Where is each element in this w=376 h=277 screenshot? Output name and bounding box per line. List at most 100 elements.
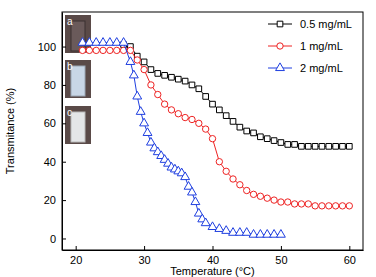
legend-marker [277, 21, 283, 27]
photo [65, 15, 91, 53]
y-tick-label: 100 [38, 41, 56, 53]
data-point [148, 67, 154, 73]
data-point [100, 47, 106, 53]
data-point [258, 134, 264, 140]
y-tick-mark [62, 162, 66, 163]
data-point [107, 47, 113, 53]
data-point [230, 119, 236, 125]
series-line [124, 45, 350, 147]
photo [65, 60, 91, 98]
y-tick-mark [62, 47, 66, 48]
legend-marker [276, 63, 285, 71]
data-point [196, 120, 202, 126]
data-point [161, 101, 167, 107]
data-point [86, 47, 92, 53]
legend-entry: 2 mg/mL [268, 62, 343, 74]
legend-entry: 0.5 mg/mL [268, 18, 352, 30]
y-axis: 020406080100 [38, 13, 66, 251]
data-point [242, 228, 251, 236]
photo-label: a [67, 16, 73, 27]
x-tick-label: 20 [70, 254, 82, 266]
y-tick-label: 80 [44, 79, 56, 91]
data-point [188, 187, 197, 195]
y-tick: 100 [38, 41, 66, 53]
data-point [285, 199, 291, 205]
data-point [278, 199, 284, 205]
data-point [278, 140, 284, 146]
inset-photos: abc [65, 15, 91, 144]
data-point [244, 187, 250, 193]
y-tick-mark [62, 238, 66, 239]
x-tick-label: 30 [138, 254, 150, 266]
data-point [223, 113, 229, 119]
data-point [140, 118, 149, 126]
data-point [196, 86, 202, 92]
data-point [276, 230, 285, 238]
data-point [257, 193, 263, 199]
data-point [237, 182, 243, 188]
data-point [319, 203, 325, 209]
x-tick: 40 [207, 246, 219, 266]
data-point [208, 222, 217, 230]
data-point [148, 82, 154, 88]
data-point [312, 144, 318, 150]
data-point [346, 144, 352, 150]
data-point [285, 142, 291, 148]
data-point [181, 172, 190, 180]
data-point [203, 94, 209, 100]
data-point [312, 203, 318, 209]
data-point [201, 218, 210, 226]
y-tick: 20 [44, 194, 66, 206]
data-point [298, 201, 304, 207]
data-point [291, 201, 297, 207]
plot-marks [78, 38, 352, 238]
legend-label: 1 mg/mL [300, 40, 343, 52]
data-point [133, 91, 142, 99]
x-axis: 2030405060 [63, 246, 364, 266]
data-point [136, 107, 145, 115]
photo [65, 106, 91, 144]
data-point [126, 57, 135, 65]
data-point [340, 144, 346, 150]
legend-label: 2 mg/mL [300, 62, 343, 74]
y-tick-label: 20 [44, 194, 56, 206]
y-axis-title: Transmitance (%) [4, 88, 16, 174]
x-tick: 60 [344, 246, 356, 266]
legend-entry: 1 mg/mL [268, 40, 343, 52]
y-tick-mark [62, 85, 66, 86]
y-tick: 40 [44, 156, 66, 168]
series-line [83, 50, 350, 205]
data-point [305, 144, 311, 150]
x-axis-title: Temperature (°C) [170, 265, 254, 277]
data-point [155, 91, 161, 97]
data-point [230, 176, 236, 182]
x-tick: 30 [138, 246, 150, 266]
data-point [114, 47, 120, 53]
data-point [155, 71, 161, 77]
x-tick: 20 [70, 246, 82, 266]
x-axis-line [63, 250, 364, 251]
data-point [209, 135, 215, 141]
data-point [191, 197, 200, 205]
x-tick-mark [144, 246, 145, 250]
data-point [305, 201, 311, 207]
data-point [271, 197, 277, 203]
x-tick-mark [76, 246, 77, 250]
data-point [129, 70, 138, 78]
data-point [93, 47, 99, 53]
y-tick-label: 60 [44, 117, 56, 129]
data-point [143, 128, 152, 136]
vial [71, 112, 85, 142]
x-tick-label: 60 [344, 254, 356, 266]
legend: 0.5 mg/mL 1 mg/mL 2 mg/mL [268, 18, 352, 74]
legend-label: 0.5 mg/mL [300, 18, 352, 30]
data-point [217, 107, 223, 113]
legend-marker [277, 43, 283, 49]
data-point [182, 78, 188, 84]
plot-frame [62, 12, 363, 250]
data-point [339, 203, 345, 209]
data-point [141, 66, 147, 72]
data-point [264, 136, 270, 142]
data-point [168, 107, 174, 113]
data-point [189, 116, 195, 122]
